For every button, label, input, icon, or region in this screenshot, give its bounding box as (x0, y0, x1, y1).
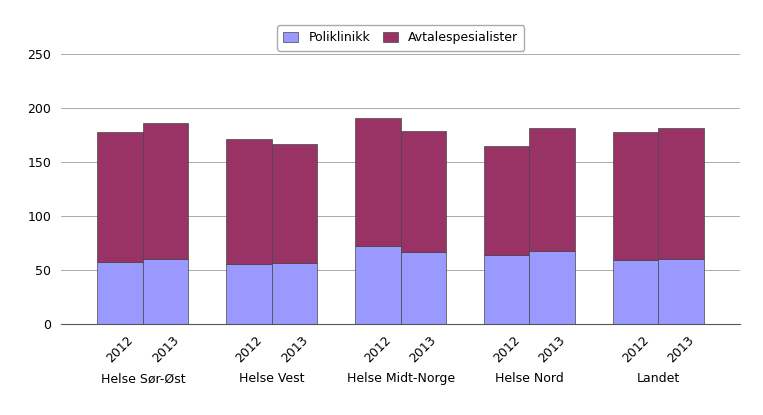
Text: Helse Midt-Norge: Helse Midt-Norge (346, 372, 455, 385)
Bar (401, 131, 446, 252)
Bar (613, 260, 658, 324)
Bar (658, 259, 703, 324)
Bar (143, 259, 188, 324)
Legend: Poliklinikk, Avtalespesialister: Poliklinikk, Avtalespesialister (277, 25, 524, 51)
Text: Landet: Landet (636, 372, 680, 385)
Text: Helse Vest: Helse Vest (239, 372, 304, 385)
Bar (98, 132, 143, 262)
Bar (227, 264, 272, 324)
Bar (484, 255, 530, 324)
Text: Helse Nord: Helse Nord (495, 372, 564, 385)
Bar (143, 123, 188, 259)
Bar (272, 144, 317, 263)
Bar (355, 117, 401, 246)
Text: Helse Sør-Øst: Helse Sør-Øst (101, 372, 185, 385)
Bar (355, 246, 401, 324)
Bar (98, 262, 143, 324)
Bar (613, 132, 658, 260)
Bar (658, 128, 703, 259)
Bar (530, 251, 575, 324)
Bar (401, 252, 446, 324)
Bar (227, 139, 272, 264)
Bar (272, 263, 317, 324)
Bar (530, 128, 575, 251)
Bar (484, 146, 530, 255)
